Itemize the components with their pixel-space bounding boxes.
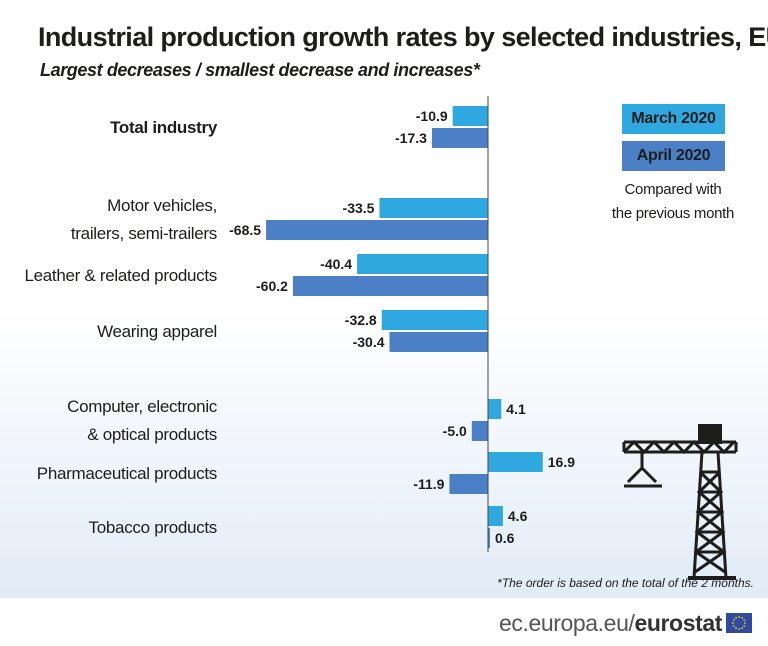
eu-star — [741, 627, 743, 630]
category-label: Total industry — [110, 118, 218, 137]
eu-star — [735, 627, 737, 630]
chart-title: Industrial production growth rates by se… — [38, 22, 768, 52]
value-label: -30.4 — [353, 334, 385, 350]
value-label: -5.0 — [443, 423, 467, 439]
bar-april-4 — [471, 421, 488, 441]
bar-march-4 — [488, 399, 502, 419]
bar-chart: -10.9 -17.3 Total industry -33.5 -68.5 Motor … — [24, 96, 575, 552]
category-label: Leather & related products — [24, 266, 217, 285]
category-label: & optical products — [87, 425, 217, 444]
eu-star — [732, 619, 735, 621]
eu-star — [732, 622, 734, 624]
category-label: Pharmaceutical products — [37, 464, 217, 483]
legend-april: April 2020 — [622, 141, 725, 171]
footnote: *The order is based on the total of the … — [497, 576, 754, 590]
legend-note-line-1: Compared with — [624, 181, 722, 198]
bar-march-5 — [488, 452, 543, 472]
eu-star — [735, 616, 737, 619]
eu-star — [743, 625, 746, 627]
value-label: -17.3 — [395, 130, 427, 146]
bar-march-3 — [381, 310, 488, 330]
bar-march-1 — [379, 198, 488, 218]
eu-star — [738, 616, 740, 618]
bar-april-1 — [266, 220, 488, 240]
bar-april-5 — [449, 474, 488, 494]
bar-april-6 — [488, 528, 490, 548]
value-label: 16.9 — [548, 454, 575, 470]
legend-march: March 2020 — [622, 104, 725, 134]
brand-name: eurostat — [634, 610, 722, 636]
category-label: Tobacco products — [89, 518, 217, 537]
value-label: -40.4 — [320, 256, 352, 272]
bar-april-3 — [389, 332, 488, 352]
eu-flag-icon — [726, 613, 752, 633]
eu-star — [732, 625, 735, 627]
bar-march-0 — [452, 106, 488, 126]
value-label: -33.5 — [343, 200, 375, 216]
bar-march-2 — [357, 254, 488, 274]
brand-prefix: ec.europa.eu/ — [498, 610, 635, 636]
category-label: Computer, electronic — [67, 397, 218, 416]
legend-note: Compared with the previous month — [588, 178, 758, 226]
value-label: 4.6 — [508, 508, 528, 524]
chart-subtitle: Largest decreases / smallest decrease an… — [40, 60, 480, 80]
bar-march-6 — [488, 506, 503, 526]
category-label: Wearing apparel — [97, 322, 217, 341]
bar-april-0 — [431, 128, 488, 148]
eu-star — [741, 616, 743, 619]
chart-panel — [0, 0, 768, 598]
eu-star — [738, 628, 740, 630]
value-label: -60.2 — [256, 278, 288, 294]
category-label: Motor vehicles, — [107, 196, 217, 215]
category-label: trailers, semi-trailers — [71, 224, 217, 243]
value-label: -10.9 — [416, 108, 448, 124]
value-label: 4.1 — [506, 401, 526, 417]
value-label: -68.5 — [229, 222, 261, 238]
bar-april-2 — [292, 276, 488, 296]
crane-icon — [622, 424, 738, 580]
eu-star — [743, 619, 746, 621]
value-label: -11.9 — [413, 476, 444, 492]
legend-april-label: April 2020 — [636, 147, 711, 164]
legend-note-line-2: the previous month — [611, 205, 735, 222]
eurostat-brand: ec.europa.eu/eurostat — [499, 610, 722, 637]
value-label: 0.6 — [495, 530, 515, 546]
legend-march-label: March 2020 — [631, 110, 716, 127]
eu-star — [744, 622, 746, 624]
value-label: -32.8 — [345, 312, 377, 328]
